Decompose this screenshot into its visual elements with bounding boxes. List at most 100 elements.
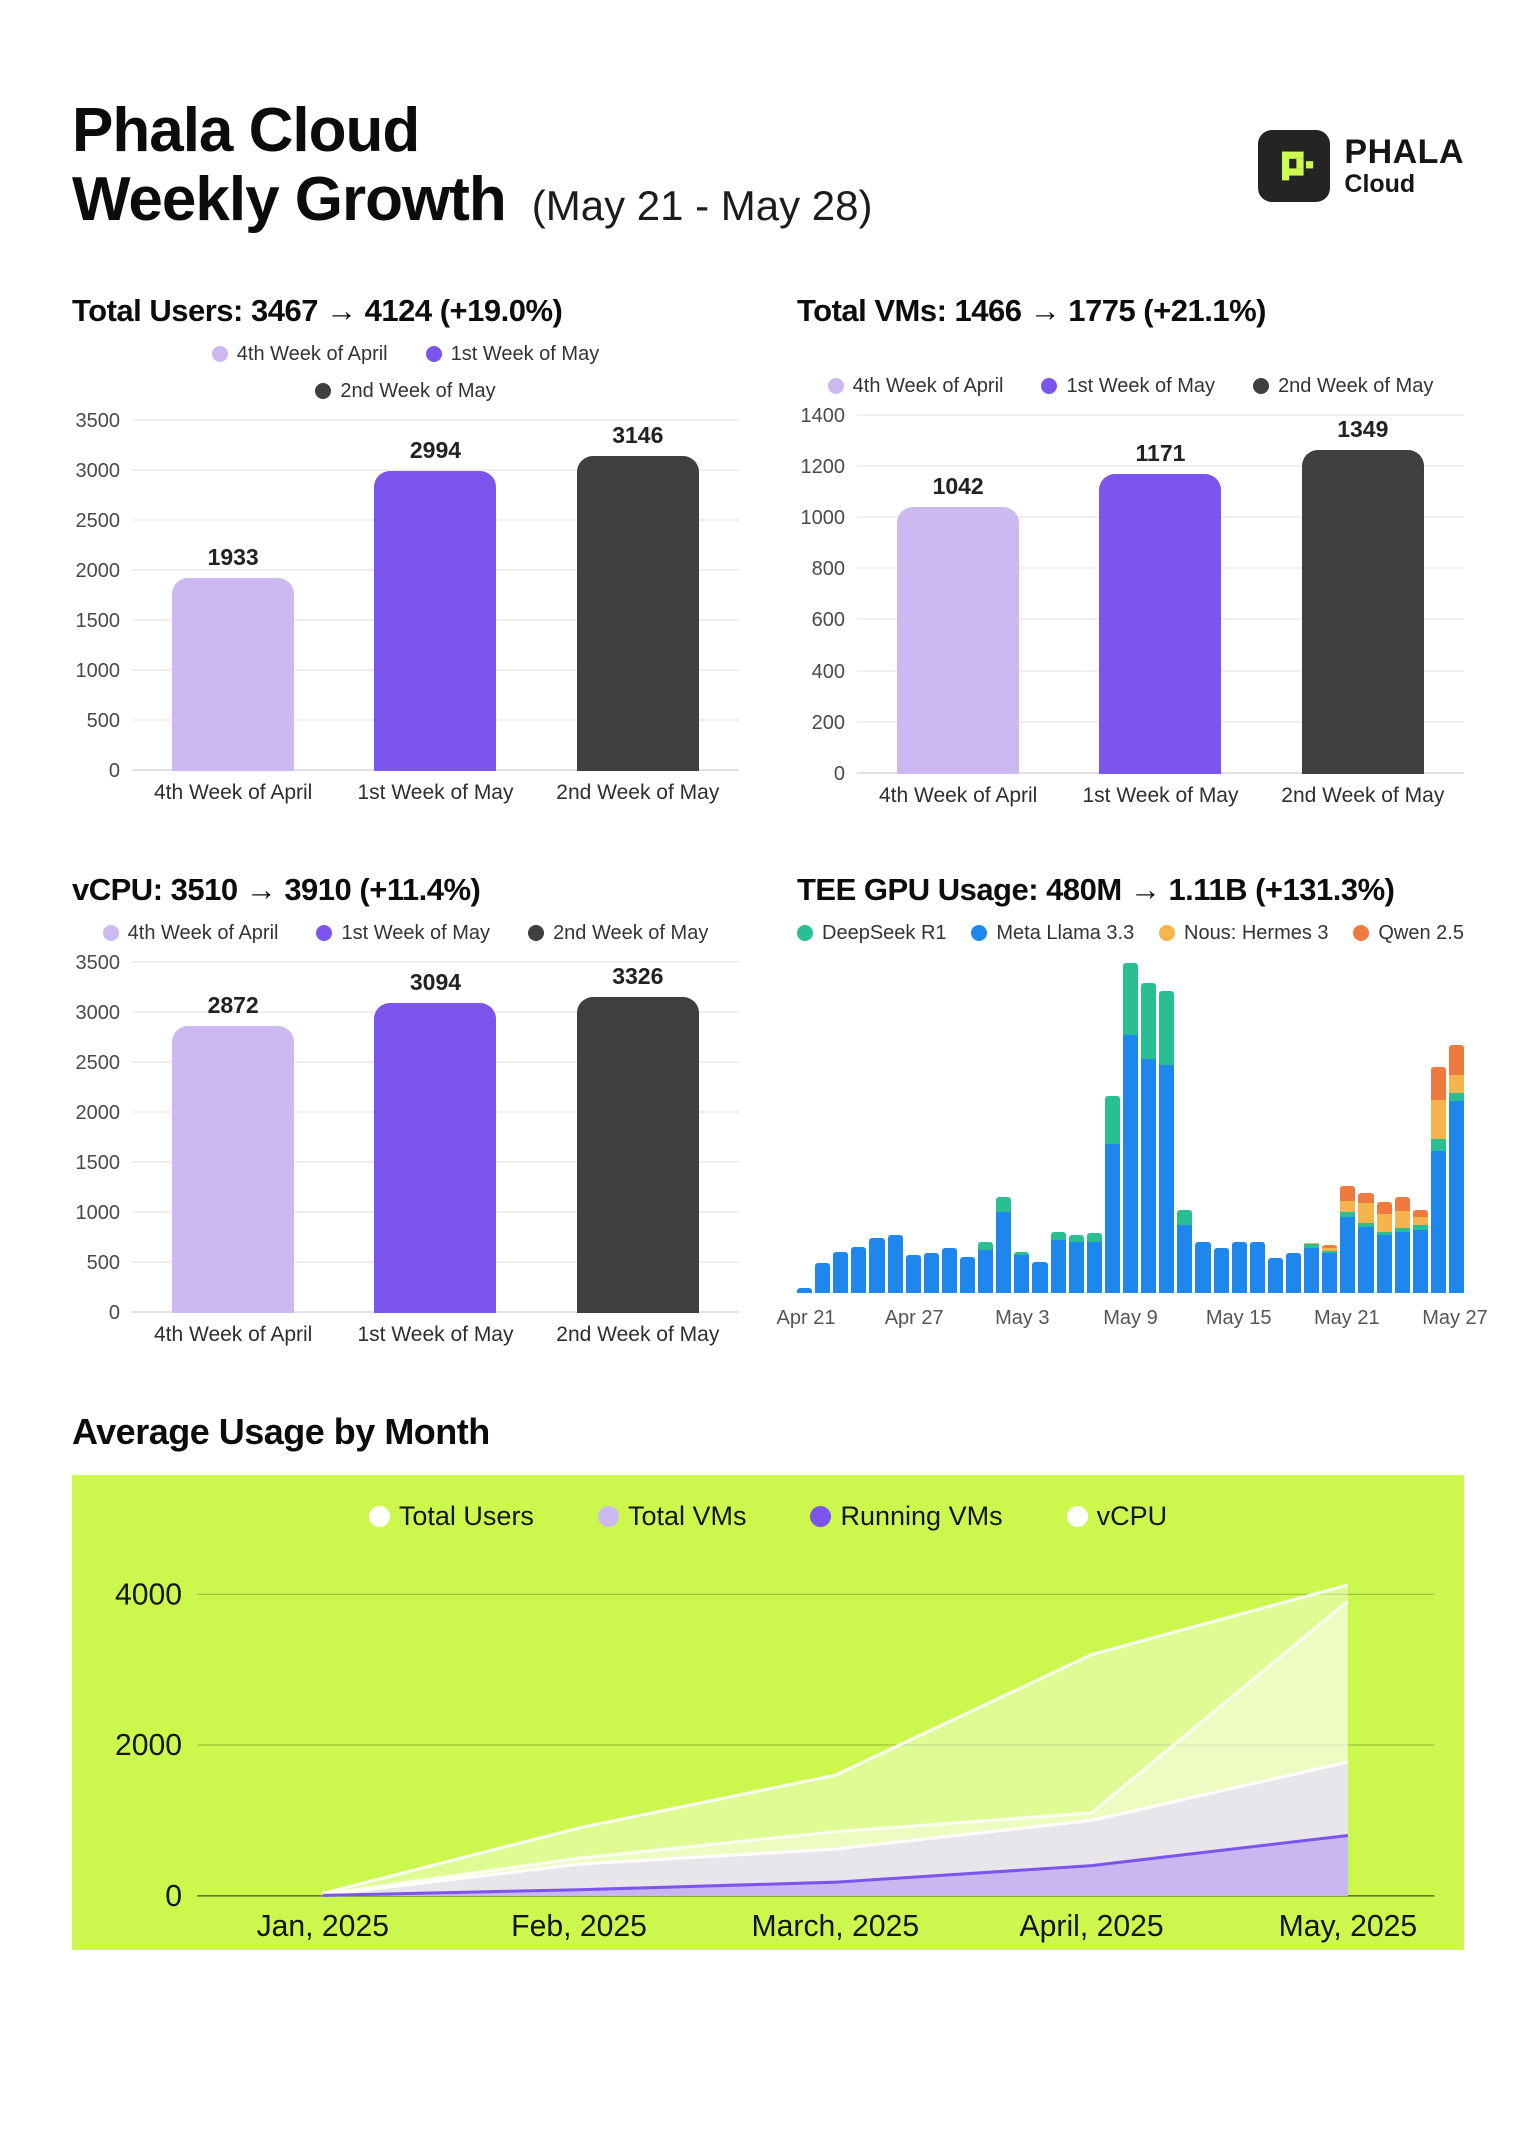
stacked-bar-column	[1430, 1066, 1446, 1293]
x-tick-label: 4th Week of April	[153, 1322, 313, 1346]
phala-logo-mark	[1258, 130, 1331, 202]
y-tick-label: 1500	[75, 1151, 121, 1174]
x-tick-label: May 3	[995, 1306, 1050, 1329]
stacked-bar-column	[887, 1235, 903, 1293]
y-tick-label: 400	[811, 660, 845, 683]
stacked-bar-column	[1285, 1253, 1302, 1293]
bar	[374, 471, 497, 771]
stacked-bar-column	[978, 1241, 994, 1293]
bar-segment	[1340, 1212, 1356, 1217]
x-tick-label: March, 2025	[752, 1910, 920, 1943]
x-tick-label: May 21	[1314, 1306, 1380, 1329]
x-tick-label: May, 2025	[1279, 1910, 1418, 1943]
stacked-bar-column	[941, 1248, 957, 1293]
bar-segment	[1267, 1258, 1283, 1293]
area-series-running-vms	[322, 1835, 1348, 1896]
y-tick-label: 0	[108, 759, 120, 782]
chart-total-vms-legend: 4th Week of April 1st Week of May 2nd Week…	[797, 375, 1464, 398]
stacked-bar-column	[833, 1251, 849, 1293]
bar-value-label: 2872	[207, 991, 259, 1018]
area-chart-svg: 0 2000 4000 Jan, 2025 Feb, 2025 March, 2025 Ap…	[115, 1578, 1435, 1943]
bar-column: 1933	[172, 421, 295, 771]
bar-segment	[1086, 1241, 1102, 1293]
y-tick-label: 2000	[115, 1729, 182, 1762]
bar-chart: 0 200 400 600 800 1000 1200 1400 1042 1171 1349	[797, 405, 1464, 785]
stacked-bar-column	[1231, 1241, 1247, 1293]
bar-segment	[887, 1235, 903, 1293]
bar-segment	[1358, 1203, 1374, 1223]
chart-total-users-plot: 0 500 1000 1500 2000 2500 3000 3500 1933 2994 3146…	[72, 410, 739, 805]
bar-column: 1042	[897, 416, 1020, 774]
area-series-line	[322, 1583, 1349, 1895]
x-axis-labels: 4th Week of April 1st Week of May 2nd Week…	[132, 781, 739, 805]
monthly-panel: Total Users Total VMs Running VMs vCPU 0 200…	[72, 1474, 1464, 1950]
bar-segment	[1412, 1225, 1428, 1231]
y-tick-label: 200	[811, 711, 845, 734]
legend-item: 2nd Week of May	[1253, 375, 1433, 398]
legend-label: 4th Week of April	[127, 921, 279, 944]
stacked-bar-column	[959, 1256, 976, 1293]
legend-dot	[102, 925, 119, 942]
area-series-line	[322, 1760, 1349, 1897]
grid-line	[132, 960, 739, 963]
bar-segment	[1159, 990, 1175, 1066]
stacked-plot	[797, 962, 1465, 1293]
stacked-bar-column	[815, 1262, 831, 1293]
y-tick-label: 3000	[75, 1001, 121, 1024]
stacked-bar-column	[1014, 1252, 1030, 1293]
legend-label: 4th Week of April	[852, 374, 1004, 397]
bar-value-label: 3094	[409, 969, 462, 996]
area-series-total-vms	[322, 1761, 1348, 1896]
legend-dot	[316, 925, 333, 942]
bar-segment	[1050, 1231, 1066, 1241]
bar-column: 1171	[1099, 416, 1222, 774]
y-tick-label: 2000	[75, 1101, 121, 1124]
legend-item: 1st Week of May	[316, 922, 490, 945]
chart-total-users-title: Total Users: 3467 → 4124 (+19.0%)	[72, 292, 563, 328]
legend-item: 2nd Week of May	[315, 380, 496, 403]
bar-segment	[1376, 1231, 1392, 1236]
bar-segment	[1304, 1242, 1320, 1245]
grid-line	[857, 413, 1464, 416]
bar-segment	[797, 1287, 813, 1293]
bar-column: 2994	[374, 421, 497, 771]
chart-total-users-legend: 4th Week of April 1st Week of May 2nd Week…	[171, 343, 641, 403]
y-tick-label: 2500	[75, 1051, 121, 1074]
legend-dot	[211, 346, 228, 363]
stacked-bar-column	[1358, 1193, 1374, 1293]
bar-segment	[1141, 982, 1157, 1059]
bars-row: 1042 1171 1349	[857, 416, 1464, 774]
bar-segment	[923, 1253, 939, 1293]
bar-segment	[1104, 1095, 1120, 1145]
y-tick-label: 500	[86, 1251, 120, 1274]
legend-label: vCPU	[1096, 1500, 1168, 1531]
stacked-bar-column	[1376, 1202, 1392, 1293]
date-range: (May 21 - May 28)	[531, 182, 873, 230]
bar-segment	[1304, 1248, 1320, 1293]
legend-label: 1st Week of May	[450, 342, 600, 365]
chart-vcpu-legend: 4th Week of April 1st Week of May 2nd Week…	[72, 922, 739, 945]
x-tick-label: 2nd Week of May	[556, 780, 720, 804]
bar	[172, 577, 295, 771]
legend-label: 1st Week of May	[1066, 374, 1216, 397]
bar-segment	[1104, 1144, 1120, 1293]
grid-line	[857, 465, 1464, 468]
bar-segment	[1430, 1099, 1446, 1140]
bar	[576, 996, 699, 1313]
bar-segment	[1394, 1196, 1410, 1212]
y-tick-label: 1500	[75, 609, 121, 632]
legend-label: 4th Week of April	[236, 342, 388, 365]
stacked-bar-column	[1249, 1241, 1265, 1293]
page-title-line2: Weekly Growth	[72, 165, 507, 235]
bar-segment	[1412, 1217, 1428, 1226]
stacked-bar-column	[869, 1238, 885, 1293]
bar-segment	[1213, 1248, 1229, 1293]
bar-value-label: 3146	[612, 422, 664, 449]
x-tick-label: 2nd Week of May	[556, 1322, 720, 1346]
legend-item: Qwen 2.5	[1353, 922, 1464, 945]
stacked-bar-column	[851, 1246, 867, 1293]
y-axis: 0 500 1000 1500 2000 2500 3000 3500	[72, 952, 132, 1324]
x-tick-label: 4th Week of April	[878, 783, 1038, 807]
x-tick-label: Feb, 2025	[511, 1910, 647, 1943]
bar-segment	[1068, 1241, 1084, 1293]
